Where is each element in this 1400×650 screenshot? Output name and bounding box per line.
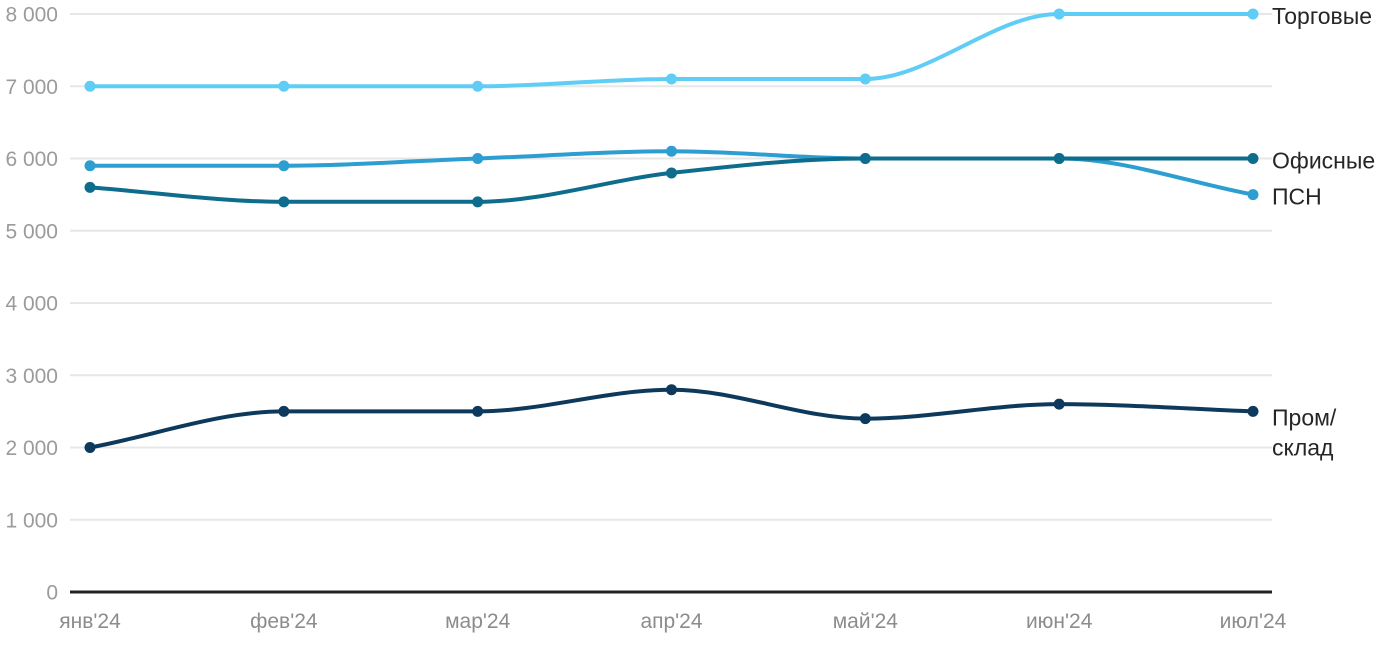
y-tick-label: 1 000: [5, 509, 58, 532]
y-tick-label: 0: [46, 582, 58, 605]
y-tick-label: 7 000: [5, 76, 58, 99]
y-tick-label: 5 000: [5, 220, 58, 243]
x-tick-label: июл'24: [1220, 610, 1287, 633]
data-point-ofisnye[interactable]: [1053, 153, 1065, 164]
data-point-prom-sklad[interactable]: [859, 413, 871, 425]
data-point-psn[interactable]: [666, 145, 677, 157]
y-tick-label: 2 000: [5, 437, 58, 460]
data-point-ofisnye[interactable]: [84, 181, 96, 193]
series-label-torgovye: Торговые: [1272, 3, 1372, 29]
x-tick-label: июн'24: [1026, 610, 1093, 633]
data-point-torgovye[interactable]: [472, 80, 484, 92]
x-tick-label: фев'24: [250, 610, 318, 633]
series-label-prom-sklad: Пром/: [1272, 404, 1337, 430]
x-tick-label: мар'24: [445, 610, 510, 633]
data-point-ofisnye[interactable]: [278, 196, 290, 208]
x-tick-label: май'24: [833, 610, 899, 633]
y-tick-label: 8 000: [5, 4, 58, 27]
data-point-ofisnye[interactable]: [859, 153, 871, 164]
data-point-prom-sklad[interactable]: [1053, 398, 1065, 410]
data-point-prom-sklad[interactable]: [472, 405, 484, 417]
series-label-ofisnye: Офисные: [1272, 148, 1375, 174]
series-line-prom-sklad: [88, 387, 1255, 450]
y-tick-label: 4 000: [5, 293, 58, 316]
data-point-psn[interactable]: [1247, 189, 1259, 201]
y-tick-label: 3 000: [5, 365, 58, 388]
data-point-prom-sklad[interactable]: [278, 405, 290, 417]
data-point-psn[interactable]: [278, 160, 290, 172]
data-point-torgovye[interactable]: [666, 73, 677, 85]
data-point-ofisnye[interactable]: [472, 196, 484, 208]
data-point-psn[interactable]: [84, 160, 96, 172]
data-point-torgovye[interactable]: [1247, 8, 1259, 20]
x-tick-label: апр'24: [640, 610, 702, 633]
x-tick-label: янв'24: [59, 610, 121, 633]
data-point-torgovye[interactable]: [278, 80, 290, 92]
data-point-torgovye[interactable]: [84, 80, 96, 92]
data-point-ofisnye[interactable]: [1247, 153, 1259, 164]
data-point-ofisnye[interactable]: [666, 167, 677, 179]
data-point-prom-sklad[interactable]: [84, 442, 96, 453]
series-label-prom-sklad: склад: [1272, 434, 1334, 460]
data-point-torgovye[interactable]: [1053, 8, 1065, 20]
series-label-psn: ПСН: [1272, 184, 1322, 210]
data-point-torgovye[interactable]: [859, 73, 871, 85]
data-point-psn[interactable]: [472, 153, 484, 164]
data-point-prom-sklad[interactable]: [1247, 405, 1259, 417]
y-tick-label: 6 000: [5, 148, 58, 171]
data-point-prom-sklad[interactable]: [666, 384, 677, 396]
